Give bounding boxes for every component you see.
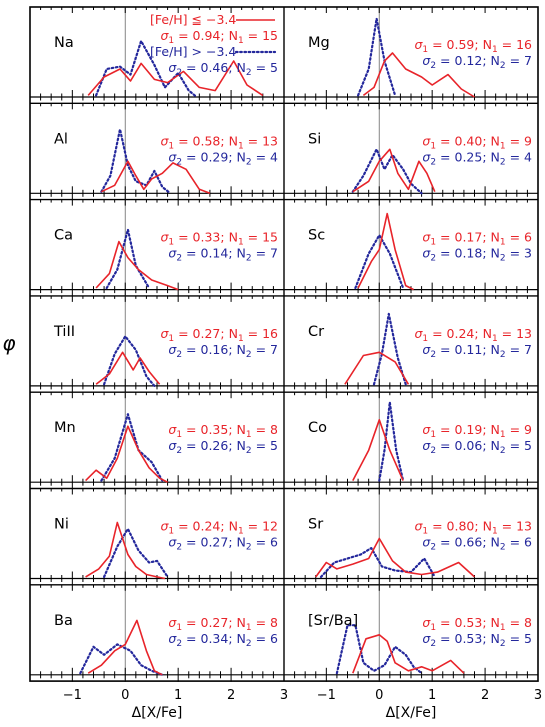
red-stats-label: σ1 = 0.80; N1 = 13 bbox=[414, 519, 532, 537]
red-distribution-curve bbox=[95, 240, 179, 291]
red-stats-label: σ1 = 0.94; N1 = 15 bbox=[160, 28, 278, 46]
blue-distribution-curve bbox=[357, 17, 397, 97]
element-label: Si bbox=[308, 131, 321, 147]
blue-stats-label: σ2 = 0.25; N2 = 4 bbox=[422, 149, 532, 167]
red-stats-label: σ1 = 0.19; N1 = 9 bbox=[422, 422, 532, 440]
element-label: Sc bbox=[308, 228, 325, 244]
legend-blue-label: [Fe/H] > −3.4 bbox=[150, 44, 236, 59]
blue-stats-label: σ2 = 0.26; N2 = 5 bbox=[168, 438, 278, 456]
blue-stats-label: σ2 = 0.18; N2 = 3 bbox=[422, 246, 532, 264]
blue-stats-label: σ2 = 0.06; N2 = 5 bbox=[422, 438, 532, 456]
blue-distribution-curve bbox=[100, 128, 172, 195]
blue-stats-label: σ2 = 0.27; N2 = 6 bbox=[168, 535, 278, 553]
blue-stats-label: σ2 = 0.53; N2 = 5 bbox=[422, 631, 532, 649]
red-distribution-curve bbox=[352, 148, 436, 193]
element-label: Cr bbox=[308, 324, 324, 340]
red-distribution-curve bbox=[357, 212, 414, 291]
red-stats-label: σ1 = 0.24; N1 = 13 bbox=[414, 326, 532, 344]
x-axis-label: Δ[X/Fe] bbox=[386, 705, 437, 721]
red-stats-label: σ1 = 0.17; N1 = 6 bbox=[422, 230, 532, 248]
blue-stats-label: σ2 = 0.46; N2 = 5 bbox=[168, 60, 278, 78]
element-label: Ba bbox=[54, 613, 73, 629]
red-distribution-curve bbox=[344, 351, 410, 385]
red-distribution-curve bbox=[95, 351, 161, 385]
red-distribution-curve bbox=[362, 52, 475, 98]
red-distribution-curve bbox=[315, 537, 476, 578]
blue-distribution-curve bbox=[335, 624, 423, 675]
blue-stats-label: σ2 = 0.11; N2 = 7 bbox=[422, 342, 532, 360]
red-stats-label: σ1 = 0.40; N1 = 9 bbox=[422, 133, 532, 151]
x-tick-label: −1 bbox=[317, 688, 336, 703]
x-tick-label: 3 bbox=[280, 688, 288, 703]
x-tick-label: 2 bbox=[481, 688, 489, 703]
x-axis-label: Δ[X/Fe] bbox=[132, 705, 183, 721]
red-stats-label: σ1 = 0.27; N1 = 16 bbox=[160, 326, 278, 344]
blue-stats-label: σ2 = 0.34; N2 = 6 bbox=[168, 631, 278, 649]
blue-distribution-curve bbox=[95, 39, 198, 99]
blue-distribution-curve bbox=[372, 312, 407, 386]
element-label: Ni bbox=[54, 517, 69, 533]
x-tick-label: 0 bbox=[121, 688, 129, 703]
element-label: Mg bbox=[308, 35, 330, 51]
blue-stats-label: σ2 = 0.14; N2 = 7 bbox=[168, 246, 278, 264]
red-distribution-curve bbox=[352, 634, 465, 674]
legend-red-label: [Fe/H] ≦ −3.4 bbox=[150, 12, 236, 27]
element-label: Sr bbox=[308, 517, 323, 533]
blue-distribution-curve bbox=[378, 401, 405, 482]
element-label: [Sr/Ba] bbox=[308, 613, 358, 629]
blue-distribution-curve bbox=[351, 148, 423, 195]
blue-distribution-curve bbox=[103, 335, 156, 387]
blue-stats-label: σ2 = 0.66; N2 = 6 bbox=[422, 535, 532, 553]
blue-stats-label: σ2 = 0.29; N2 = 4 bbox=[168, 149, 278, 167]
red-stats-label: σ1 = 0.27; N1 = 8 bbox=[168, 615, 278, 633]
element-label: Ca bbox=[54, 228, 73, 244]
blue-distribution-curve bbox=[79, 643, 164, 676]
element-label: Na bbox=[54, 35, 74, 51]
red-distribution-curve bbox=[101, 160, 211, 195]
element-label: Mn bbox=[54, 420, 76, 436]
red-distribution-curve bbox=[85, 521, 166, 580]
red-distribution-curve bbox=[85, 425, 168, 483]
red-stats-label: σ1 = 0.59; N1 = 16 bbox=[414, 37, 532, 55]
x-tick-label: 0 bbox=[375, 688, 383, 703]
x-tick-label: 3 bbox=[534, 688, 542, 703]
blue-stats-label: σ2 = 0.16; N2 = 7 bbox=[168, 342, 278, 360]
element-label: Al bbox=[54, 131, 68, 147]
red-stats-label: σ1 = 0.24; N1 = 12 bbox=[160, 519, 278, 537]
red-stats-label: σ1 = 0.33; N1 = 15 bbox=[160, 230, 278, 248]
red-distribution-curve bbox=[87, 619, 163, 676]
x-tick-label: 2 bbox=[227, 688, 235, 703]
x-tick-label: 1 bbox=[428, 688, 436, 703]
blue-distribution-curve bbox=[103, 527, 169, 578]
red-stats-label: σ1 = 0.35; N1 = 8 bbox=[168, 422, 278, 440]
red-stats-label: σ1 = 0.58; N1 = 13 bbox=[160, 133, 278, 151]
blue-distribution-curve bbox=[100, 413, 164, 482]
blue-distribution-curve bbox=[354, 234, 405, 290]
element-label: TiII bbox=[53, 324, 75, 340]
red-stats-label: σ1 = 0.53; N1 = 8 bbox=[422, 615, 532, 633]
red-distribution-curve bbox=[352, 419, 404, 481]
blue-distribution-curve bbox=[319, 547, 436, 578]
x-tick-label: −1 bbox=[63, 688, 82, 703]
y-axis-label: φ bbox=[2, 331, 15, 355]
element-label: Co bbox=[308, 420, 327, 436]
x-tick-label: 1 bbox=[174, 688, 182, 703]
blue-distribution-curve bbox=[105, 228, 151, 290]
blue-stats-label: σ2 = 0.12; N2 = 7 bbox=[422, 53, 532, 71]
red-distribution-curve bbox=[87, 60, 264, 97]
